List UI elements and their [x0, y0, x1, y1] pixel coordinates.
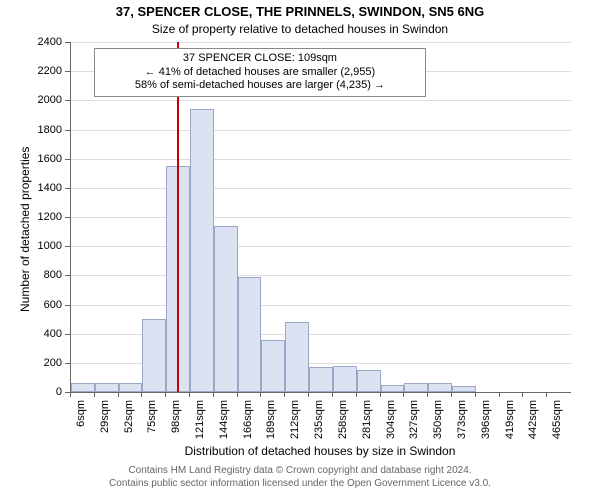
gridline	[71, 100, 571, 101]
x-tick	[356, 392, 357, 397]
x-tick	[451, 392, 452, 397]
histogram-bar	[261, 340, 285, 393]
x-tick	[165, 392, 166, 397]
histogram-bar	[428, 383, 452, 392]
x-tick	[213, 392, 214, 397]
annotation-box: 37 SPENCER CLOSE: 109sqm ← 41% of detach…	[94, 48, 426, 97]
annotation-line-2: ← 41% of detached houses are smaller (2,…	[101, 66, 419, 80]
attribution-line-2: Contains public sector information licen…	[0, 477, 600, 490]
histogram-bar	[238, 277, 262, 392]
x-tick	[427, 392, 428, 397]
histogram-bar	[333, 366, 357, 392]
x-tick	[332, 392, 333, 397]
x-tick	[522, 392, 523, 397]
x-tick	[94, 392, 95, 397]
y-tick-label: 1200	[28, 211, 62, 223]
x-tick	[284, 392, 285, 397]
y-tick	[65, 159, 70, 160]
histogram-bar	[452, 386, 476, 392]
histogram-bar	[285, 322, 309, 392]
y-tick	[65, 100, 70, 101]
x-tick	[308, 392, 309, 397]
y-tick	[65, 275, 70, 276]
histogram-chart: 37, SPENCER CLOSE, THE PRINNELS, SWINDON…	[0, 0, 600, 500]
y-tick	[65, 334, 70, 335]
annotation-line-1: 37 SPENCER CLOSE: 109sqm	[101, 52, 419, 66]
chart-subtitle: Size of property relative to detached ho…	[0, 22, 600, 36]
x-tick	[499, 392, 500, 397]
y-tick-label: 1000	[28, 240, 62, 252]
y-tick-label: 0	[28, 386, 62, 398]
y-tick-label: 200	[28, 357, 62, 369]
y-tick	[65, 305, 70, 306]
y-tick-label: 600	[28, 299, 62, 311]
x-tick	[141, 392, 142, 397]
y-axis-label: Number of detached properties	[18, 147, 32, 312]
histogram-bar	[381, 385, 405, 392]
histogram-bar	[357, 370, 381, 392]
x-tick	[475, 392, 476, 397]
y-tick-label: 1400	[28, 182, 62, 194]
y-tick	[65, 217, 70, 218]
gridline	[71, 130, 571, 131]
gridline	[71, 246, 571, 247]
gridline	[71, 188, 571, 189]
annotation-line-3: 58% of semi-detached houses are larger (…	[101, 79, 419, 93]
gridline	[71, 159, 571, 160]
histogram-bar	[71, 383, 95, 392]
y-tick-label: 1800	[28, 124, 62, 136]
chart-title: 37, SPENCER CLOSE, THE PRINNELS, SWINDON…	[0, 4, 600, 19]
y-tick-label: 800	[28, 269, 62, 281]
x-tick	[380, 392, 381, 397]
y-tick	[65, 363, 70, 364]
x-axis-label: Distribution of detached houses by size …	[70, 444, 570, 458]
attribution-text: Contains HM Land Registry data © Crown c…	[0, 464, 600, 490]
histogram-bar	[190, 109, 214, 392]
histogram-bar	[214, 226, 238, 392]
gridline	[71, 305, 571, 306]
x-tick	[403, 392, 404, 397]
y-tick-label: 400	[28, 328, 62, 340]
y-tick-label: 2000	[28, 94, 62, 106]
gridline	[71, 275, 571, 276]
histogram-bar	[119, 383, 143, 392]
x-tick	[118, 392, 119, 397]
gridline	[71, 42, 571, 43]
y-tick	[65, 246, 70, 247]
x-tick	[189, 392, 190, 397]
x-tick	[260, 392, 261, 397]
y-tick-label: 1600	[28, 153, 62, 165]
y-tick	[65, 188, 70, 189]
histogram-bar	[95, 383, 119, 392]
gridline	[71, 217, 571, 218]
x-tick	[70, 392, 71, 397]
attribution-line-1: Contains HM Land Registry data © Crown c…	[0, 464, 600, 477]
y-tick	[65, 42, 70, 43]
histogram-bar	[309, 367, 333, 392]
y-tick	[65, 130, 70, 131]
y-tick-label: 2200	[28, 65, 62, 77]
x-tick	[237, 392, 238, 397]
x-tick	[546, 392, 547, 397]
histogram-bar	[142, 319, 166, 392]
histogram-bar	[404, 383, 428, 392]
y-tick	[65, 71, 70, 72]
y-tick-label: 2400	[28, 36, 62, 48]
